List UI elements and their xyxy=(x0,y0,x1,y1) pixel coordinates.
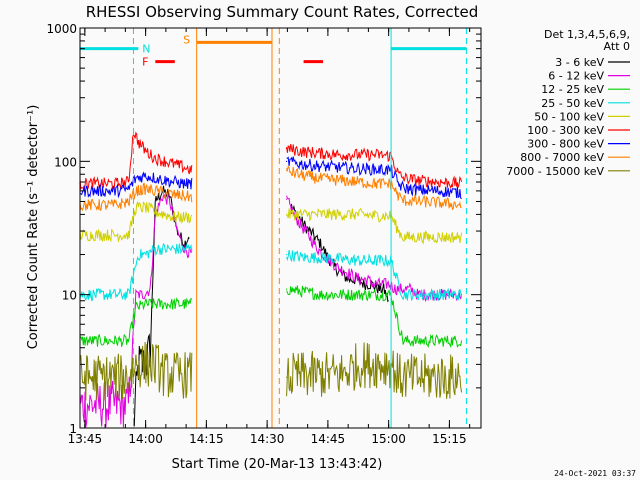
series-300-800-kevline-start-point-2 xyxy=(285,160,288,162)
flag-label-f: F xyxy=(142,56,148,69)
series-7000-15000-kevline-segment-1 xyxy=(79,341,193,401)
series-25-50-kevline-segment-1 xyxy=(79,242,193,302)
series-50-100-kevline-segment-2 xyxy=(286,207,463,245)
series-100-300-kevline-segment-2 xyxy=(286,143,463,189)
series-7000-15000-kevline-segment-2 xyxy=(286,342,463,399)
series-800-7000-kevline-start-point-2 xyxy=(285,170,288,172)
series-12-25-kevline-start-point-2 xyxy=(285,288,288,290)
x-tick-label: 15:15 xyxy=(432,432,467,446)
series-300-800-kevline-segment-1 xyxy=(79,171,193,199)
x-tick-label: 13:45 xyxy=(68,432,103,446)
x-tick-label: 14:30 xyxy=(250,432,285,446)
series-25-50-kevline-start-point-2 xyxy=(285,253,288,256)
legend-entry-label: 12 - 25 keV xyxy=(541,83,604,96)
series-7000-15000-kevline-start-point-2 xyxy=(285,376,288,378)
x-tick-label: 14:00 xyxy=(128,432,163,446)
legend-entry-label: 3 - 6 keV xyxy=(555,56,604,69)
series-100-300-kevline-segment-1 xyxy=(79,131,193,191)
flag-label-n: N xyxy=(142,43,150,56)
series-800-7000-kevline-segment-2 xyxy=(286,165,462,211)
series-800-7000-kevline-segment-1 xyxy=(79,182,193,212)
axes: 13:45 14:00 14:15 14:30 14:45 15:00 15:15 1 10 10… xyxy=(46,22,482,446)
series-50-100-kevline-start-point-2 xyxy=(285,213,288,215)
y-tick-label: 10 xyxy=(62,289,77,303)
legend-entry-label: 7000 - 15000 keV xyxy=(506,165,604,178)
legend-entry-label: 100 - 300 keV xyxy=(527,124,604,137)
y-tick-label: 100 xyxy=(54,155,77,169)
timestamp: 24-Oct-2021 03:37 xyxy=(554,469,636,478)
x-axis-label: Start Time (20-Mar-13 13:43:42) xyxy=(172,457,383,472)
plot-frame xyxy=(79,27,482,429)
plot-area: N S F xyxy=(79,28,467,429)
legend-header-line: Att 0 xyxy=(604,40,630,53)
x-tick-label: 14:15 xyxy=(189,432,224,446)
series-100-300-kevline-start-point-2 xyxy=(285,147,288,150)
flag-label-s: S xyxy=(183,33,190,46)
series-12-25-kevline-segment-2 xyxy=(286,285,463,349)
legend-entry-label: 50 - 100 keV xyxy=(534,110,604,123)
chart-title: RHESSI Observing Summary Count Rates, Co… xyxy=(86,3,479,21)
y-axis-label: Corrected Count Rate (s⁻¹ detector⁻¹) xyxy=(26,105,41,350)
legend-entry-label: 6 - 12 keV xyxy=(548,70,604,83)
series-50-100-kevline-segment-1 xyxy=(79,200,193,243)
legend-entry-label: 800 - 7000 keV xyxy=(520,151,604,164)
series-300-800-kevline-segment-2 xyxy=(286,156,462,200)
y-tick-label: 1 xyxy=(69,422,77,436)
y-tick-label: 1000 xyxy=(46,22,77,36)
legend-entry-label: 25 - 50 keV xyxy=(541,97,604,110)
legend-header-line: Det 1,3,4,5,6,9, xyxy=(544,28,630,41)
series-12-25-kevline-segment-1 xyxy=(79,297,193,347)
series-3-6-kevline-segment-1 xyxy=(133,185,190,427)
x-tick-label: 14:45 xyxy=(311,432,346,446)
series-25-50-kevline-segment-2 xyxy=(286,250,463,301)
x-tick-label: 15:00 xyxy=(371,432,406,446)
series-6-12-kevline-segment-1 xyxy=(79,192,193,428)
series-6-12-kevline-start-point-2 xyxy=(285,198,288,200)
legend-entry-label: 300 - 800 keV xyxy=(527,138,604,151)
